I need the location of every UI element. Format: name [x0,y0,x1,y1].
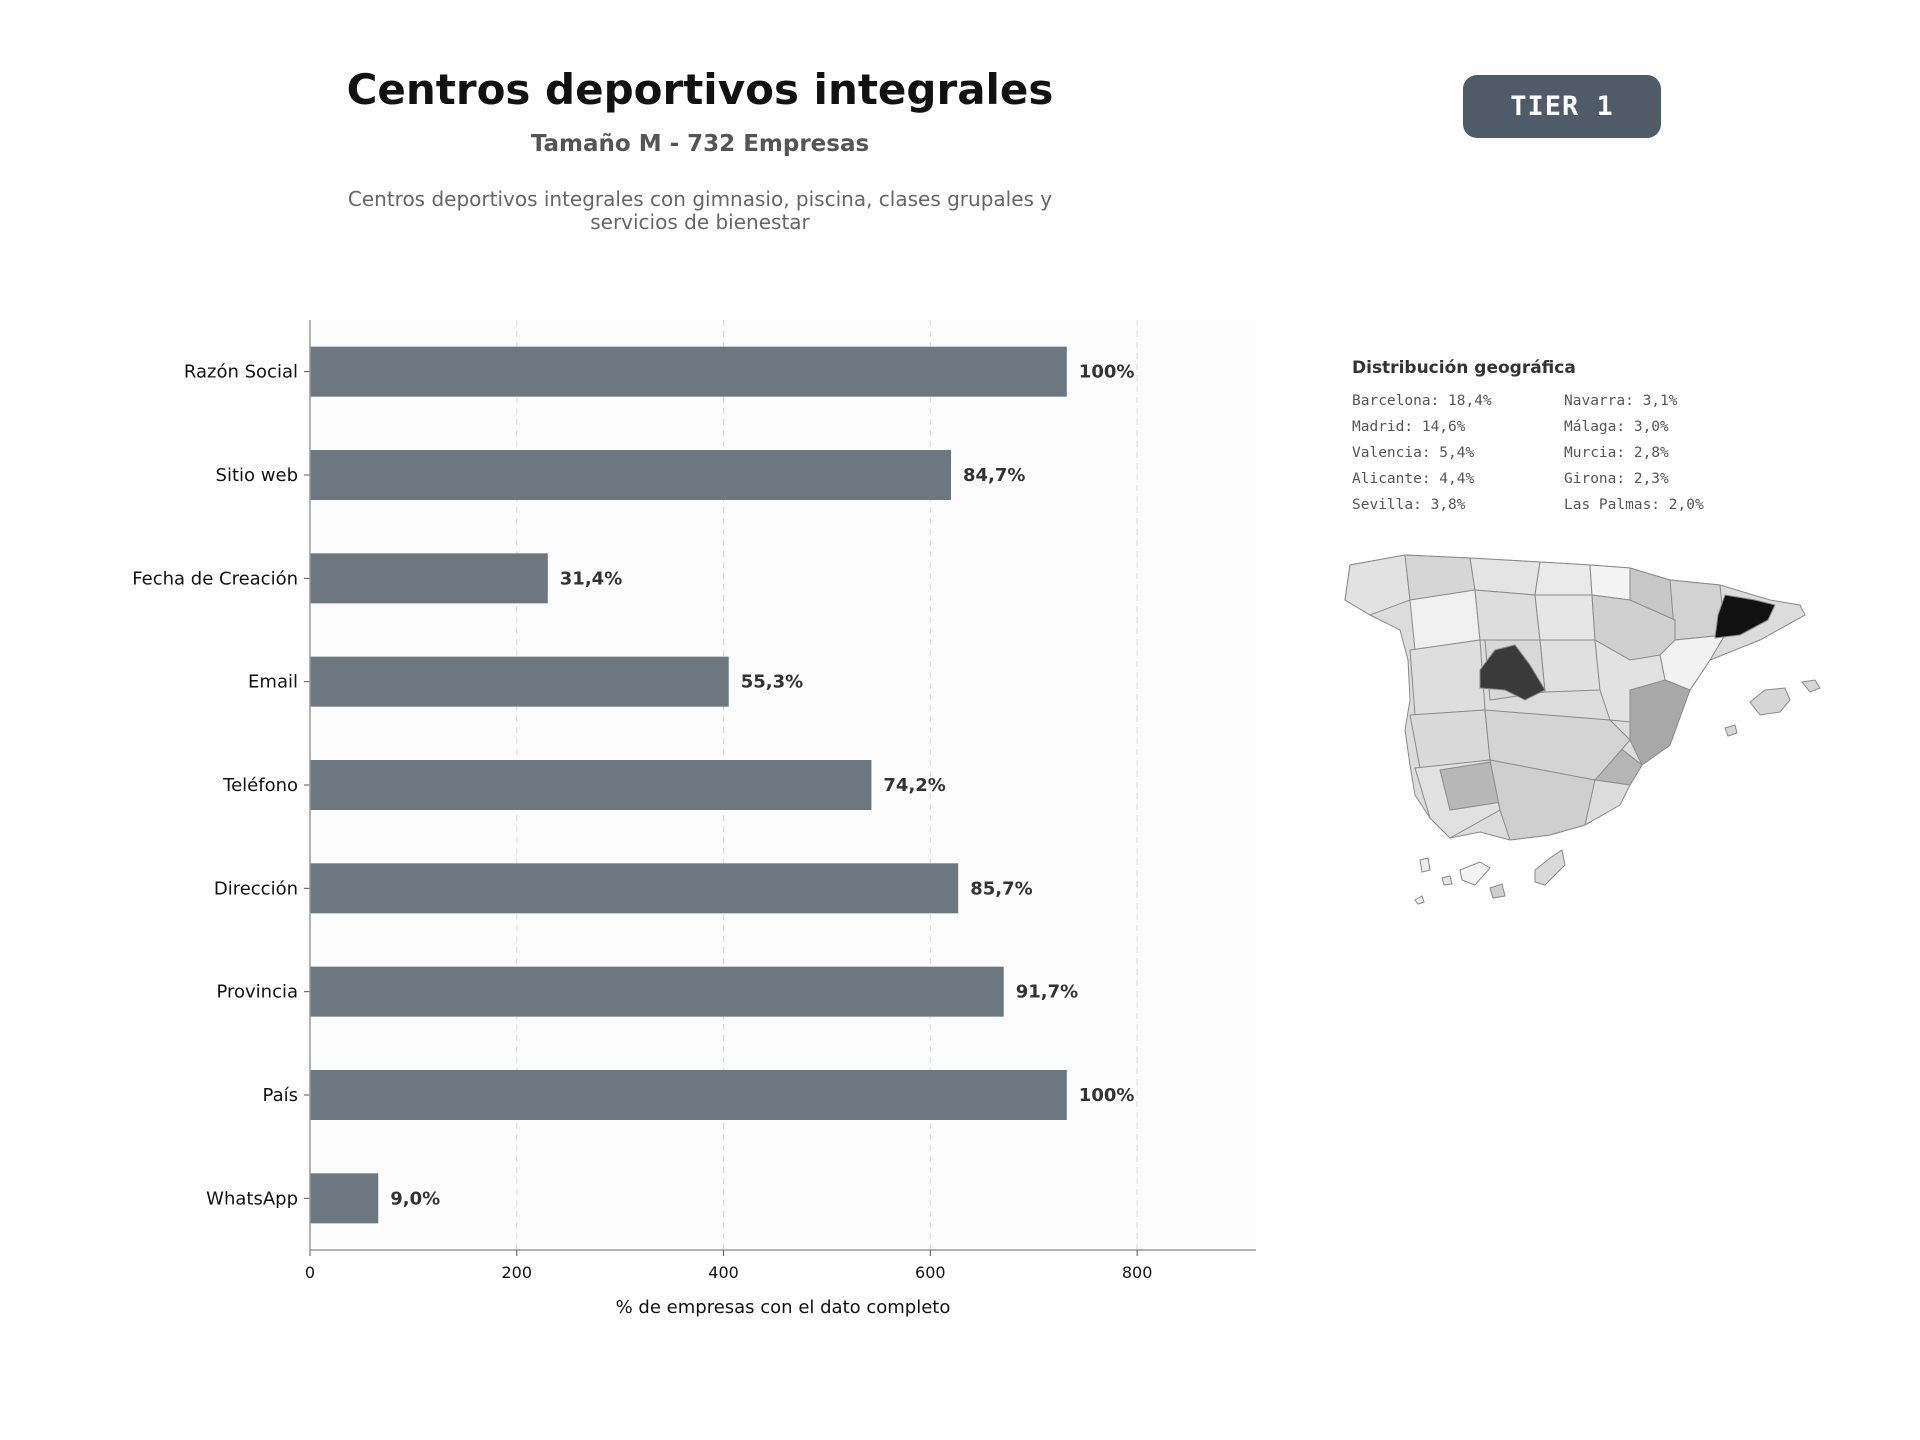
bar-chart: Razón Social 100% Sitio web 84,7% Fecha de C… [132,320,1256,1318]
data-label: 31,4% [560,568,622,589]
category-label: Fecha de Creación [132,568,298,589]
map-region [1714,594,1776,639]
spain-map [1344,554,1821,905]
category-label: Dirección [214,878,298,899]
map-region [1414,895,1425,905]
bar [310,1070,1067,1120]
data-label: 9,0% [390,1188,440,1209]
x-tick-label: 0 [305,1263,315,1282]
map-region [1534,849,1566,886]
x-tick-label: 200 [502,1263,533,1282]
geo-item: Alicante: 4,4% [1352,471,1475,487]
map-region [1474,589,1541,641]
category-label: Provincia [216,982,298,1003]
geo-item: Las Palmas: 2,0% [1564,497,1704,513]
map-region [1479,644,1546,701]
map-region [1344,554,1411,616]
bar [310,966,1004,1017]
geo-list: Barcelona: 18,4% Navarra: 3,1% Madrid: 1… [1352,392,1744,514]
tier-badge: TIER 1 [1463,75,1661,138]
data-label: 91,7% [1016,982,1078,1003]
map-region [1724,724,1738,737]
bar [310,450,952,500]
bar [310,553,548,604]
chart-title: Centros deportivos integrales [346,65,1054,114]
x-axis-label: % de empresas con el dato completo [616,1297,951,1318]
category-label: País [263,1085,298,1106]
x-tick-label: 400 [708,1263,739,1282]
category-label: Email [248,672,298,693]
category-label: Sitio web [216,465,298,486]
data-label: 85,7% [970,878,1032,899]
geo-distribution: Distribución geográfica Barcelona: 18,4%… [1352,358,1744,514]
geo-item: Málaga: 3,0% [1564,419,1669,435]
data-label: 100% [1079,362,1135,383]
geo-item: Sevilla: 3,8% [1352,497,1466,513]
map-region [1749,687,1791,716]
map-region [1539,639,1601,693]
map-region [1409,709,1491,769]
x-tick-label: 600 [915,1263,946,1282]
chart-header: Centros deportivos integrales Tamaño M -… [230,58,1170,234]
data-label: 100% [1079,1085,1135,1106]
bar [310,656,729,707]
data-label: 84,7% [963,465,1025,486]
map-region [1489,759,1596,841]
data-label: 55,3% [741,672,803,693]
map-region [1534,594,1596,641]
geo-item: Valencia: 5,4% [1352,445,1475,461]
map-region [1419,857,1431,873]
data-label: 74,2% [883,775,945,796]
chart-subtitle: Tamaño M - 732 Empresas [530,131,870,157]
bar [310,346,1067,397]
category-label: Razón Social [184,362,298,383]
map-region [1469,557,1541,596]
category-label: Teléfono [222,775,298,796]
map-region [1409,639,1486,716]
map-region [1534,561,1593,596]
map-region [1629,679,1691,766]
x-tick-label: 800 [1122,1263,1153,1282]
bar [310,1173,379,1224]
geo-item: Navarra: 3,1% [1564,393,1678,409]
category-label: WhatsApp [206,1188,298,1209]
bar [310,863,959,914]
map-region [1441,875,1453,886]
geo-item: Girona: 2,3% [1564,471,1669,487]
chart-description: Centros deportivos integrales con gimnas… [347,187,1053,234]
bar [310,760,872,810]
geo-item: Madrid: 14,6% [1352,419,1466,435]
map-region [1459,861,1491,886]
map-region [1801,679,1821,693]
geo-item: Murcia: 2,8% [1564,445,1669,461]
map-region [1489,883,1506,899]
map-region [1589,564,1631,601]
geo-title: Distribución geográfica [1352,358,1576,378]
geo-item: Barcelona: 18,4% [1352,393,1492,409]
